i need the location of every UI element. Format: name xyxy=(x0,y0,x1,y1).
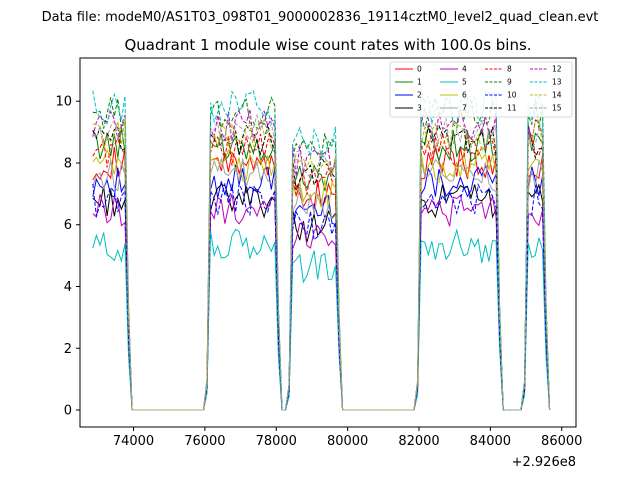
legend-label-14: 14 xyxy=(552,91,562,100)
legend-label-8: 8 xyxy=(507,65,512,74)
legend-label-13: 13 xyxy=(552,78,562,87)
y-tick-label: 8 xyxy=(64,156,72,171)
legend-label-15: 15 xyxy=(552,104,562,113)
y-tick-label: 4 xyxy=(64,280,72,295)
series-line-3 xyxy=(92,183,551,411)
series-line-14 xyxy=(92,117,551,411)
legend-label-10: 10 xyxy=(507,91,517,100)
y-axis: 0 2 4 6 8 10 xyxy=(55,95,80,419)
series-layer xyxy=(92,89,551,411)
y-tick-label: 2 xyxy=(64,342,72,357)
legend-label-1: 1 xyxy=(417,78,422,87)
series-line-9 xyxy=(92,96,551,411)
series-line-0 xyxy=(92,146,551,411)
legend-label-6: 6 xyxy=(462,91,467,100)
series-line-15 xyxy=(92,113,551,411)
legend-label-11: 11 xyxy=(507,104,517,113)
series-line-13 xyxy=(92,89,551,411)
x-tick-label: 76000 xyxy=(184,434,225,449)
legend-label-5: 5 xyxy=(462,78,467,87)
legend-label-2: 2 xyxy=(417,91,422,100)
x-tick-label: 80000 xyxy=(327,434,368,449)
legend-label-0: 0 xyxy=(417,65,422,74)
legend-label-9: 9 xyxy=(507,78,512,87)
x-tick-label: 82000 xyxy=(398,434,439,449)
x-tick-label: 74000 xyxy=(113,434,154,449)
y-tick-label: 10 xyxy=(55,95,72,110)
x-offset-label: +2.926e8 xyxy=(512,455,576,470)
series-line-6 xyxy=(92,148,551,411)
legend-label-4: 4 xyxy=(462,65,467,74)
series-line-5 xyxy=(92,228,551,411)
x-tick-label: 86000 xyxy=(541,434,582,449)
x-tick-label: 84000 xyxy=(470,434,511,449)
y-tick-label: 0 xyxy=(64,404,72,419)
x-axis: 74000 76000 78000 80000 82000 84000 86000 xyxy=(113,427,582,449)
series-line-7 xyxy=(92,156,551,411)
legend-label-12: 12 xyxy=(552,65,562,74)
y-tick-label: 6 xyxy=(64,218,72,233)
series-line-1 xyxy=(92,126,551,411)
plot-frame xyxy=(79,57,577,428)
series-line-12 xyxy=(92,107,551,411)
legend-box xyxy=(389,61,573,118)
legend-label-7: 7 xyxy=(462,104,467,113)
chart-title: Quadrant 1 module wise count rates with … xyxy=(124,36,531,54)
series-line-10 xyxy=(92,182,551,411)
legend-label-3: 3 xyxy=(417,104,422,113)
x-tick-label: 78000 xyxy=(256,434,297,449)
series-line-4 xyxy=(92,193,551,411)
figure-suptitle: Data file: modeM0/AS1T03_098T01_90000028… xyxy=(42,10,599,25)
